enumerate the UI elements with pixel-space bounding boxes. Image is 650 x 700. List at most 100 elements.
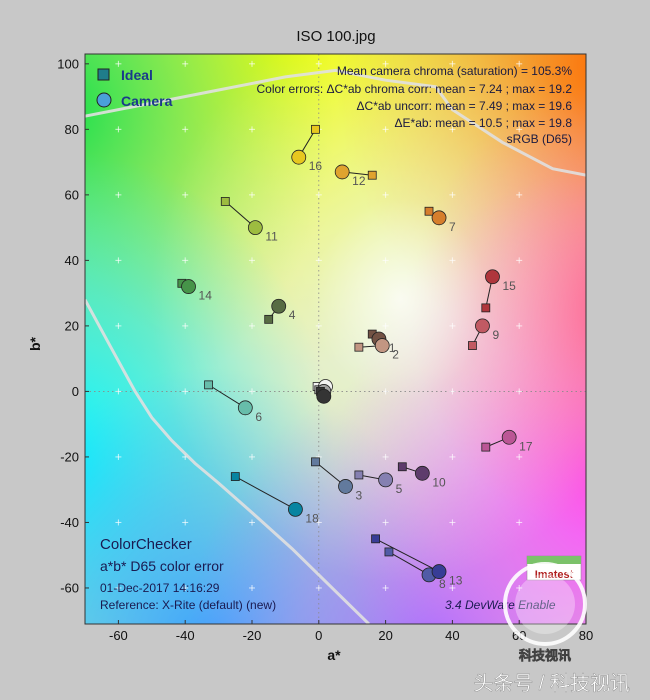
patch-8-error-line [388, 551, 430, 576]
y-tick-label: 100 [57, 56, 79, 71]
patch-2-label: 2 [392, 348, 399, 362]
x-tick-label: -60 [109, 628, 128, 643]
y-axis-label: b* [27, 336, 43, 351]
watermark-logo-text: 科技视讯 [519, 648, 571, 663]
gamut-boundary-upper [85, 68, 586, 177]
y-tick-label: 40 [65, 253, 79, 268]
patch-14-camera-marker [181, 279, 196, 294]
info-line-2: a*b* D65 color error [100, 558, 224, 574]
patch-4-label: 4 [289, 308, 296, 322]
stats-line-1: Mean camera chroma (saturation) = 105.3% [337, 64, 572, 78]
patch-10-ideal-marker [397, 462, 407, 472]
patch-11-camera-marker [247, 220, 263, 236]
x-axis-label: a* [327, 647, 341, 663]
patch-13-camera-marker [431, 564, 447, 579]
patch-4-ideal-marker [264, 314, 274, 324]
legend-ideal-label: Ideal [121, 67, 153, 83]
patch-10-camera-marker [414, 465, 430, 481]
x-tick-label: -40 [176, 628, 195, 643]
patch-3-camera-marker [338, 479, 353, 494]
patch-18-ideal-marker [230, 472, 240, 481]
y-tick-label: 20 [65, 318, 79, 333]
patch-17-label: 17 [519, 439, 533, 453]
patch-8-ideal-marker [384, 547, 394, 557]
patch-13-ideal-marker [371, 534, 380, 544]
y-tick-label: 80 [65, 122, 79, 137]
legend-ideal-marker [97, 68, 110, 81]
imatest-logo-text: Imatest [535, 569, 574, 581]
neutral-patch-3-camera-marker [316, 388, 332, 404]
stats-line-4: ΔE*ab: mean = 10.5 ; max = 19.8 [395, 116, 573, 130]
y-tick-label: -20 [60, 449, 79, 464]
patch-18-label: 18 [305, 511, 319, 525]
patch-16-camera-marker [291, 149, 307, 165]
y-tick-label: -40 [60, 515, 79, 530]
patch-2-ideal-marker [354, 342, 364, 352]
patch-15-camera-marker [485, 269, 500, 285]
patch-5-camera-marker [378, 472, 394, 488]
y-tick-label: 0 [72, 384, 79, 399]
patch-4-camera-marker [271, 298, 287, 314]
y-tick-label: 60 [65, 187, 79, 202]
x-tick-label: 80 [579, 628, 593, 643]
patch-12-ideal-marker [367, 170, 377, 180]
info-line-1: ColorChecker [100, 536, 192, 553]
patch-1-label: 1 [389, 341, 396, 355]
x-tick-label: -20 [243, 628, 262, 643]
info-line-4: Reference: X-Rite (default) (new) [100, 598, 276, 612]
y-tick-label: -60 [60, 580, 79, 595]
stats-line-5: sRGB (D65) [507, 132, 572, 146]
legend-camera-label: Camera [121, 93, 173, 109]
watermark-logo: 科技视讯 [503, 562, 587, 663]
patch-7-camera-marker [431, 210, 447, 226]
x-tick-label: 20 [378, 628, 392, 643]
chart-info: ColorChecker a*b* D65 color error 01-Dec… [100, 536, 276, 612]
patch-18-camera-marker [288, 501, 303, 517]
version-text: 3.4 DevWare Enable [445, 598, 556, 612]
patch-3-label: 3 [356, 488, 363, 502]
legend-camera-marker [96, 92, 112, 108]
stats-line-2: Color errors: ΔC*ab chroma corr: mean = … [257, 82, 573, 96]
patch-8-label: 8 [439, 577, 446, 591]
patch-15-label: 15 [502, 279, 516, 293]
patch-13-label: 13 [449, 574, 463, 588]
patch-10-label: 10 [432, 475, 446, 489]
color-error-stats: Mean camera chroma (saturation) = 105.3%… [257, 64, 573, 146]
gamut-boundaries [85, 68, 586, 624]
watermark-caption: 头条号 / 科技视讯 [473, 672, 630, 695]
patch-7-ideal-marker [424, 206, 434, 216]
stats-line-3: ΔC*ab uncorr: mean = 7.49 ; max = 19.6 [357, 99, 573, 113]
patch-17-camera-marker [501, 429, 517, 445]
patch-16-ideal-marker [311, 124, 320, 134]
patch-14-label: 14 [199, 289, 213, 303]
patch-5-ideal-marker [354, 470, 364, 480]
gamut-boundary-lower [85, 298, 370, 624]
patch-12-camera-marker [334, 164, 350, 180]
patch-9-label: 9 [492, 328, 499, 342]
patch-15-ideal-marker [481, 303, 491, 313]
imatest-logo: Imatest [526, 555, 582, 581]
patch-6-label: 6 [255, 410, 262, 424]
legend: Ideal Camera [96, 67, 173, 109]
x-tick-label: 0 [315, 628, 322, 643]
patch-18-error-line [235, 476, 296, 510]
patch-2-camera-marker [374, 338, 390, 353]
patch-3-ideal-marker [311, 457, 320, 467]
chart-title: ISO 100.jpg [296, 28, 375, 45]
patch-17-ideal-marker [481, 442, 491, 452]
patch-5-label: 5 [396, 482, 403, 496]
patch-11-label: 11 [265, 230, 278, 244]
info-line-3: 01-Dec-2017 14:16:29 [100, 581, 220, 595]
patch-6-ideal-marker [204, 380, 213, 390]
patch-6-camera-marker [237, 400, 253, 416]
patch-7-label: 7 [449, 220, 456, 234]
patch-12-label: 12 [352, 174, 366, 188]
patch-9-camera-marker [475, 318, 490, 334]
grid [85, 54, 586, 624]
patch-9-ideal-marker [468, 341, 477, 350]
patch-13-error-line [375, 538, 440, 573]
patch-11-ideal-marker [220, 197, 230, 206]
patch-16-label: 16 [309, 159, 323, 173]
